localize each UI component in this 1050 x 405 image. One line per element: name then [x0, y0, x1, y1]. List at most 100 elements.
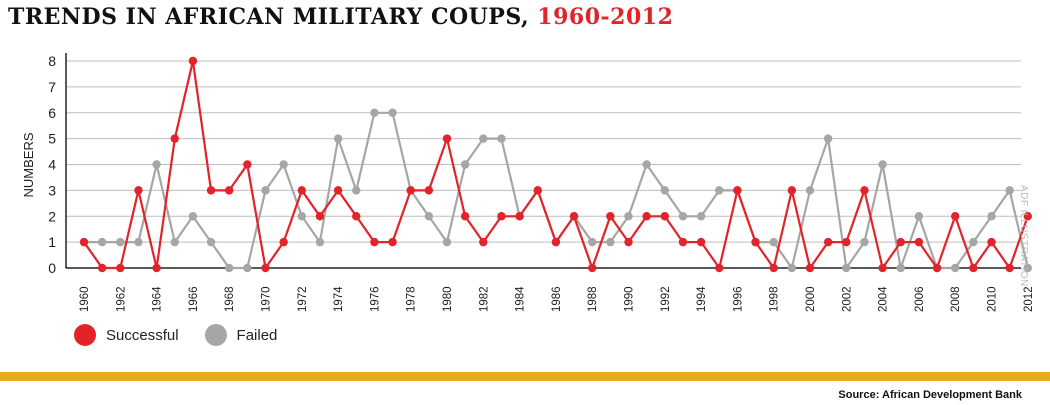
- y-tick-label: 7: [48, 79, 56, 95]
- successful-point: [787, 186, 797, 195]
- failed-point: [297, 212, 306, 221]
- y-tick-label: 5: [48, 131, 56, 147]
- x-tick-label: 1974: [333, 286, 345, 312]
- successful-point: [624, 237, 633, 247]
- successful-point: [406, 186, 415, 195]
- failed-marker-icon: [204, 324, 227, 346]
- successful-point: [678, 237, 688, 247]
- successful-point: [388, 237, 397, 247]
- failed-point: [588, 237, 597, 247]
- failed-point: [842, 263, 851, 273]
- successful-marker-icon: [74, 324, 96, 346]
- failed-point: [188, 212, 198, 221]
- successful-point: [442, 134, 452, 143]
- successful-point: [1005, 263, 1014, 273]
- successful-point: [987, 237, 996, 247]
- x-tick-label: 2008: [950, 286, 962, 312]
- failed-point: [1005, 186, 1014, 195]
- x-tick-label: 1982: [478, 286, 490, 312]
- y-tick-label: 4: [48, 157, 56, 173]
- y-tick-label: 8: [48, 53, 56, 69]
- chart-title: TRENDS IN AFRICAN MILITARY COUPS, 1960-2…: [8, 4, 673, 30]
- successful-point: [660, 212, 669, 221]
- x-tick-label: 1986: [551, 286, 563, 312]
- failed-point: [352, 186, 361, 195]
- successful-point: [878, 263, 887, 273]
- successful-point: [696, 237, 706, 247]
- successful-point: [97, 263, 107, 273]
- successful-point: [1023, 212, 1032, 221]
- successful-point: [551, 237, 561, 247]
- x-tick-label: 1972: [297, 286, 309, 312]
- x-tick-label: 1992: [660, 286, 672, 312]
- failed-point: [97, 237, 107, 247]
- successful-point: [243, 160, 252, 169]
- successful-point: [152, 263, 161, 273]
- failed-point: [116, 237, 125, 247]
- successful-point: [896, 237, 905, 247]
- successful-point: [225, 186, 234, 195]
- legend-label-failed: Failed: [236, 326, 278, 344]
- series-group: [79, 56, 1032, 273]
- legend-label-successful: Successful: [106, 326, 179, 344]
- gridlines: [65, 53, 1021, 269]
- successful-point: [479, 237, 488, 247]
- successful-point: [116, 263, 125, 273]
- successful-point: [370, 237, 379, 247]
- successful-point: [352, 212, 361, 221]
- failed-point: [823, 134, 833, 143]
- failed-point: [333, 134, 343, 143]
- failed-point: [479, 134, 488, 143]
- successful-point: [261, 263, 270, 273]
- successful-point: [424, 186, 434, 195]
- y-tick-labels: 0 1 2 3 4 5 6 7 8: [48, 53, 56, 276]
- failed-point: [279, 160, 288, 169]
- legend: Successful Failed: [74, 324, 277, 346]
- source-note: Source: African Development Bank: [838, 389, 1022, 401]
- x-tick-label: 1988: [587, 286, 599, 312]
- x-tick-label: 1984: [515, 286, 527, 312]
- y-tick-label: 0: [48, 260, 56, 276]
- successful-point: [951, 212, 960, 221]
- y-tick-label: 3: [48, 182, 56, 198]
- failed-point: [624, 212, 633, 221]
- failed-point: [134, 237, 143, 247]
- successful-point: [297, 186, 306, 195]
- successful-point: [715, 263, 724, 273]
- y-axis-label: NUMBERS: [21, 132, 36, 197]
- title-main: TRENDS IN AFRICAN MILITARY COUPS,: [8, 4, 530, 30]
- title-years: 1960-2012: [537, 4, 674, 30]
- successful-point: [606, 212, 615, 221]
- successful-point: [569, 212, 579, 221]
- failed-point: [678, 212, 688, 221]
- x-tick-label: 2010: [987, 286, 999, 312]
- failed-point: [152, 160, 161, 169]
- failed-point: [805, 186, 815, 195]
- successful-point: [733, 186, 742, 195]
- legend-item-failed: Failed: [204, 324, 278, 346]
- successful-point: [188, 56, 198, 66]
- legend-item-successful: Successful: [74, 324, 179, 346]
- illustration-credit: ADF ILLUSTRATION: [1018, 185, 1029, 287]
- failed-point: [914, 212, 924, 221]
- successful-point: [642, 212, 651, 221]
- failed-point: [606, 237, 615, 247]
- successful-point: [914, 237, 924, 247]
- failed-point: [896, 263, 905, 273]
- x-tick-label: 1966: [188, 286, 200, 312]
- failed-point: [969, 237, 978, 247]
- failed-point: [642, 160, 651, 169]
- x-tick-label: 2012: [1023, 286, 1035, 312]
- failed-point: [497, 134, 506, 143]
- successful-point: [333, 186, 343, 195]
- x-tick-label: 2006: [914, 286, 926, 312]
- x-tick-labels: 1960 1962 1964 1966 1968 1970 1972 1974 1976 1978…: [79, 286, 1035, 312]
- successful-point: [497, 212, 506, 221]
- successful-point: [315, 212, 325, 221]
- successful-point: [134, 186, 143, 195]
- x-tick-label: 1996: [732, 286, 744, 312]
- failed-point: [170, 237, 179, 247]
- x-tick-label: 1980: [442, 286, 454, 312]
- x-tick-label: 1960: [79, 286, 91, 312]
